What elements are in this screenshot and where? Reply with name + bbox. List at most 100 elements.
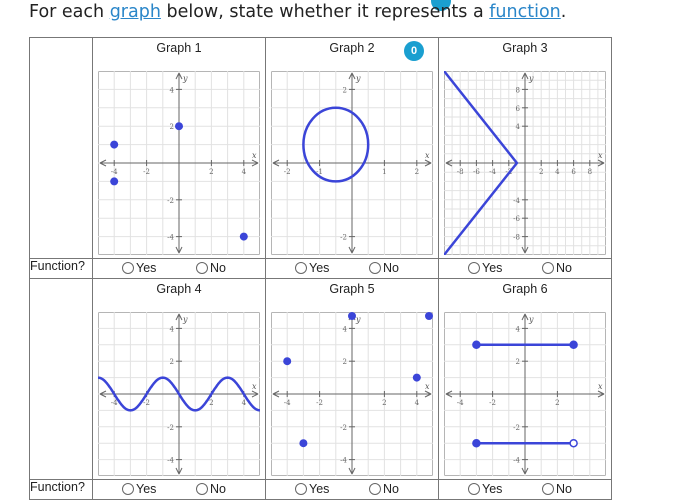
y-tick-label: 2 [343, 86, 347, 94]
y-axis-arrow [348, 72, 356, 80]
graph-1-yes-option[interactable]: Yes [122, 261, 156, 275]
y-tick-label: -4 [167, 457, 174, 465]
circle-curve [302, 106, 370, 183]
x-tick-label: -4 [111, 399, 118, 407]
x-axis-arrow [99, 390, 107, 398]
radio-button[interactable] [196, 262, 208, 274]
radio-button[interactable] [122, 262, 134, 274]
x-axis-arrow [424, 159, 432, 167]
x-tick-label: 2 [555, 399, 559, 407]
x-axis-arrow [597, 159, 605, 167]
x-axis-label: x [252, 151, 257, 160]
graph-2-yes-option[interactable]: Yes [295, 261, 329, 275]
radio-button[interactable] [369, 483, 381, 495]
x-tick-label: 2 [209, 399, 213, 407]
x-tick-label: 4 [415, 399, 420, 407]
y-axis-label: y [528, 74, 534, 83]
graph-4-title: Graph 4 [156, 282, 202, 296]
y-axis-arrow [521, 467, 529, 475]
y-tick-label: 2 [516, 358, 520, 366]
y-tick-label: 4 [170, 86, 175, 94]
y-tick-label: -4 [167, 234, 174, 242]
x-tick-label: -8 [457, 168, 464, 176]
y-tick-label: 6 [516, 105, 521, 113]
x-axis-arrow [251, 159, 259, 167]
x-axis-arrow [272, 390, 280, 398]
x-tick-label: -2 [143, 399, 150, 407]
radio-button[interactable] [196, 483, 208, 495]
data-point [110, 140, 119, 149]
radio-button[interactable] [295, 262, 307, 274]
y-axis-label: y [355, 74, 361, 83]
y-axis-label: y [182, 315, 188, 324]
data-point [175, 122, 183, 131]
segment-endpoint [472, 340, 481, 350]
graph-6-no-option[interactable]: No [542, 482, 572, 496]
score-badge: 0 [404, 41, 424, 61]
y-tick-label: 4 [516, 325, 521, 333]
y-tick-label: 2 [170, 358, 174, 366]
graphs-table: Graph 1 x y -4 -2 2 4 4 2 -2 -4 Graph 2 x y -2 -1 1 2 2… [29, 37, 612, 500]
prompt-text-2: below, state whether it represents a [160, 2, 490, 22]
graph-2-title: Graph 2 [329, 41, 375, 55]
graph-4-plot: x y -4 -2 2 4 4 2 -2 -4 [98, 312, 260, 476]
x-tick-label: -2 [143, 168, 150, 176]
radio-button[interactable] [468, 262, 480, 274]
graph-5-no-option[interactable]: No [369, 482, 399, 496]
y-axis-arrow [348, 467, 356, 475]
x-tick-label: -4 [111, 168, 118, 176]
y-tick-label: 8 [516, 86, 520, 94]
x-axis-label: x [425, 382, 430, 391]
x-tick-label: 2 [209, 168, 213, 176]
x-axis-label: x [598, 382, 603, 391]
x-axis-arrow [445, 159, 453, 167]
graph-3-no-option[interactable]: No [542, 261, 572, 275]
x-tick-label: -1 [316, 168, 323, 176]
y-axis-label: y [528, 315, 534, 324]
graph-1-no-option[interactable]: No [196, 261, 226, 275]
radio-button[interactable] [369, 262, 381, 274]
radio-button[interactable] [468, 483, 480, 495]
graph-4-no-option[interactable]: No [196, 482, 226, 496]
x-axis-arrow [597, 390, 605, 398]
graph-4-yes-option[interactable]: Yes [122, 482, 156, 496]
y-tick-label: 2 [170, 123, 174, 131]
data-point [283, 357, 292, 366]
x-tick-label: -2 [316, 399, 323, 407]
x-tick-label: 2 [382, 399, 386, 407]
graph-3-title: Graph 3 [502, 41, 548, 55]
x-tick-label: 2 [539, 168, 543, 176]
graph-2-plot: x y -2 -1 1 2 2 -2 [271, 71, 433, 255]
x-tick-label: -4 [284, 399, 291, 407]
segment-endpoint [472, 438, 481, 448]
radio-button[interactable] [295, 483, 307, 495]
y-tick-label: -6 [513, 215, 520, 223]
graph-5-yes-option[interactable]: Yes [295, 482, 329, 496]
radio-button[interactable] [542, 483, 554, 495]
graph-1-plot: x y -4 -2 2 4 4 2 -2 -4 [98, 71, 260, 255]
x-axis-arrow [424, 390, 432, 398]
x-tick-label: 4 [242, 399, 247, 407]
function-link[interactable]: function [489, 2, 561, 22]
y-tick-label: 2 [343, 358, 347, 366]
radio-button[interactable] [122, 483, 134, 495]
x-tick-label: -2 [284, 168, 291, 176]
graph-1-title: Graph 1 [156, 41, 202, 55]
x-tick-label: 4 [242, 168, 247, 176]
x-axis-label: x [252, 382, 257, 391]
data-point [348, 312, 356, 320]
y-axis-arrow [175, 313, 183, 321]
x-tick-label: 1 [382, 168, 386, 176]
x-axis-arrow [272, 159, 280, 167]
graph-link[interactable]: graph [109, 2, 161, 22]
graph-6-yes-option[interactable]: Yes [468, 482, 502, 496]
y-axis-label: y [182, 74, 188, 83]
y-axis-arrow [521, 246, 529, 254]
graph-3-yes-option[interactable]: Yes [468, 261, 502, 275]
graph-2-no-option[interactable]: No [369, 261, 399, 275]
segment-endpoint [569, 438, 578, 448]
data-point [110, 177, 119, 186]
radio-button[interactable] [542, 262, 554, 274]
v-shaped-curve [444, 71, 519, 255]
y-tick-label: -4 [513, 457, 520, 465]
